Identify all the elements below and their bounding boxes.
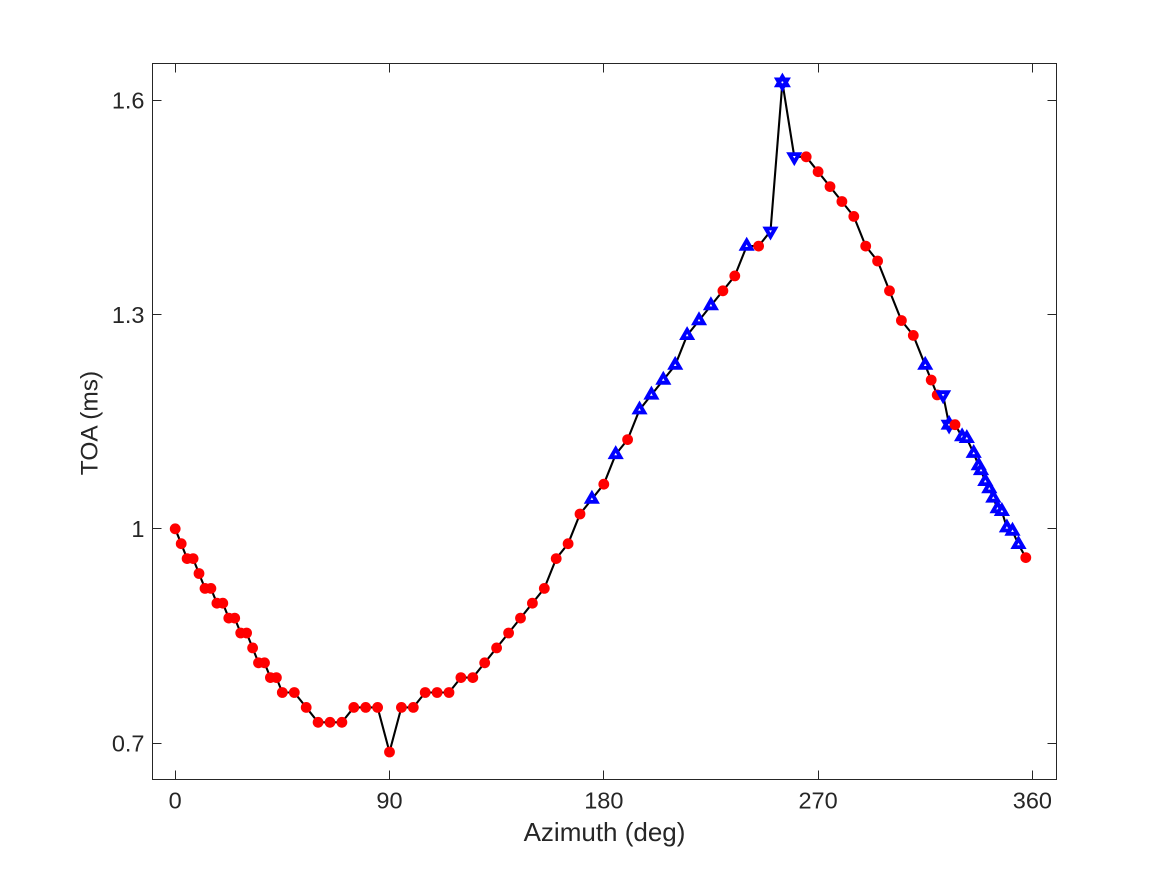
svg-text:0: 0: [169, 788, 182, 814]
svg-text:90: 90: [376, 788, 402, 814]
svg-text:1.6: 1.6: [112, 88, 145, 114]
svg-text:0.7: 0.7: [112, 730, 145, 756]
svg-text:1: 1: [131, 516, 144, 542]
svg-text:270: 270: [798, 788, 837, 814]
svg-text:Azimuth (deg): Azimuth (deg): [524, 817, 686, 847]
svg-text:TOA (ms): TOA (ms): [77, 371, 104, 475]
svg-text:360: 360: [1013, 788, 1052, 814]
svg-text:180: 180: [584, 788, 623, 814]
svg-text:1.3: 1.3: [112, 302, 145, 328]
